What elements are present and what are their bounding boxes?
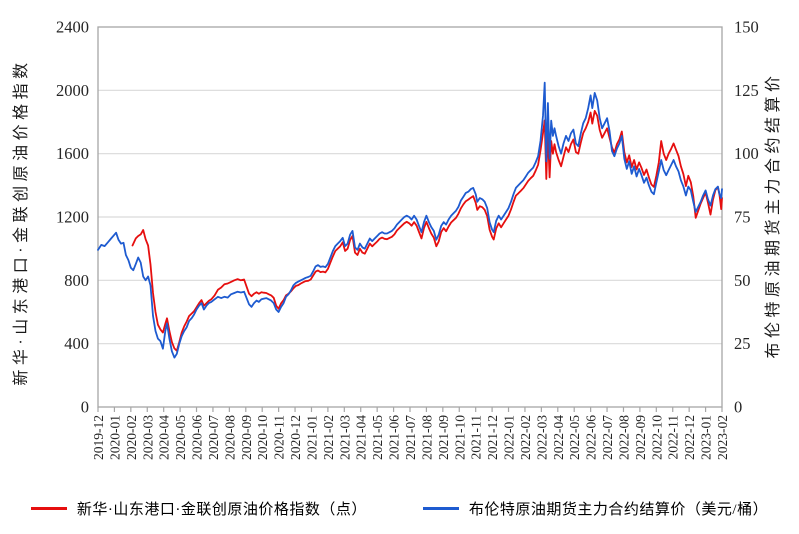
y-tick-label-left: 400: [64, 334, 89, 353]
y-tick-label-right: 125: [734, 81, 759, 100]
series-line-index: [131, 110, 723, 352]
x-tick-label: 2022-02: [518, 415, 533, 460]
y-tick-label-left: 1200: [56, 208, 89, 227]
x-tick-label: 2020-12: [288, 415, 303, 460]
y-tick-label-right: 100: [734, 144, 759, 163]
x-tick-label: 2021-09: [436, 415, 451, 460]
x-tick-label: 2020-05: [173, 415, 188, 460]
x-tick-label: 2022-11: [666, 415, 681, 460]
x-tick-label: 2022-04: [551, 415, 566, 460]
x-tick-label: 2020-04: [157, 415, 172, 460]
x-tick-label: 2022-06: [584, 415, 599, 460]
legend: 新华·山东港口·金联创原油价格指数（点） 布伦特原油期货主力合约结算价（美元/桶…: [0, 498, 799, 519]
x-tick-label: 2021-07: [403, 415, 418, 460]
x-tick-label: 2021-05: [370, 415, 385, 460]
x-tick-label: 2021-12: [485, 415, 500, 460]
x-tick-label: 2021-06: [387, 415, 402, 460]
x-tick-label: 2021-01: [304, 415, 319, 460]
y-tick-label-right: 50: [734, 271, 751, 290]
x-tick-label: 2020-01: [107, 415, 122, 460]
x-tick-label: 2020-08: [222, 415, 237, 460]
x-tick-label: 2021-03: [337, 415, 352, 460]
y-tick-label-left: 2400: [56, 18, 89, 37]
legend-item-brent: 布伦特原油期货主力合约结算价（美元/桶）: [422, 498, 769, 519]
y-tick-label-right: 0: [734, 398, 742, 417]
x-tick-label: 2023-02: [715, 415, 730, 460]
y-tick-label-left: 0: [81, 398, 89, 417]
x-tick-label: 2022-10: [649, 415, 664, 460]
y-tick-label-right: 150: [734, 18, 759, 37]
y-tick-label-right: 25: [734, 334, 751, 353]
x-tick-label: 2020-11: [272, 415, 287, 460]
red-line-swatch: [30, 507, 67, 510]
x-tick-label: 2023-01: [699, 415, 714, 460]
x-tick-label: 2020-10: [255, 415, 270, 460]
blue-line-swatch: [422, 507, 459, 510]
y-tick-label-right: 75: [734, 208, 751, 227]
price-chart: 2019-12 2020-01 2020-02 2020-03 2020-04 2020-…: [56, 18, 759, 461]
y-tick-label-left: 1600: [56, 144, 89, 163]
x-tick-label: 2021-10: [452, 415, 467, 460]
y-tick-label-left: 2000: [56, 81, 89, 100]
x-tick-label: 2021-11: [469, 415, 484, 460]
legend-item-index: 新华·山东港口·金联创原油价格指数（点）: [30, 498, 367, 519]
x-tick-label: 2022-12: [682, 415, 697, 460]
x-tick-label: 2020-03: [140, 415, 155, 460]
x-tick-label: 2020-09: [239, 415, 254, 460]
x-tick-label: 2021-02: [321, 415, 336, 460]
legend-label-index: 新华·山东港口·金联创原油价格指数（点）: [76, 502, 367, 518]
x-tick-label: 2022-05: [567, 415, 582, 460]
x-tick-label: 2019-12: [91, 415, 106, 460]
x-tick-label: 2021-04: [354, 415, 369, 460]
x-tick-label: 2022-07: [600, 415, 615, 460]
y-tick-label-left: 800: [64, 271, 89, 290]
series-line-brent: [97, 81, 723, 359]
x-tick-label: 2021-08: [419, 415, 434, 460]
x-tick-label: 2022-03: [534, 415, 549, 460]
x-tick-label: 2022-01: [502, 415, 517, 460]
x-tick-label: 2022-08: [616, 415, 631, 460]
x-tick-label: 2020-06: [190, 415, 205, 460]
x-tick-label: 2020-07: [206, 415, 221, 460]
x-tick-label: 2022-09: [633, 415, 648, 460]
x-tick-label: 2020-02: [124, 415, 139, 460]
legend-label-brent: 布伦特原油期货主力合约结算价（美元/桶）: [468, 502, 769, 518]
